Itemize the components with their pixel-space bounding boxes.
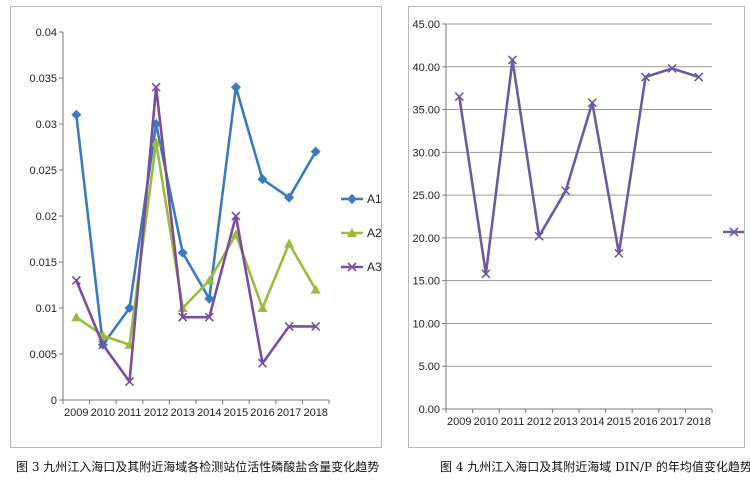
phosphate-y-tick-label: 0 [51, 395, 57, 407]
phosphate-data-point-A1 [257, 174, 268, 185]
phosphate-data-point-A2 [257, 303, 268, 312]
phosphate-line-chart: 0 0.005 0.01 0.015 0.02 0.025 0.03 0.035 0.04 200… [29, 27, 381, 419]
phosphate-legend-label: A1 [367, 192, 381, 206]
phosphate-x-tick-label: 2017 [277, 407, 301, 419]
dinp-data-point-D [534, 231, 544, 241]
dinp-y-tick-label: 20.00 [412, 233, 440, 245]
phosphate-data-point-A1 [204, 293, 215, 304]
dinp-x-tick-label: 2009 [447, 416, 471, 428]
phosphate-data-point-A1 [284, 192, 295, 203]
phosphate-legend-marker [347, 228, 357, 237]
dinp-data-point-D [561, 186, 571, 196]
phosphate-x-tick-label: 2015 [224, 407, 248, 419]
phosphate-x-tick-label: 2009 [64, 407, 88, 419]
phosphate-y-tick-label: 0.035 [29, 73, 57, 85]
phosphate-series-line-A2 [75, 141, 317, 347]
phosphate-data-point-A2 [310, 284, 321, 294]
dinp-data-point-D [640, 72, 651, 82]
phosphate-data-point-A1 [230, 82, 241, 93]
dinp-y-tick-label: 15.00 [412, 276, 440, 288]
phosphate-x-tick-label: 2010 [91, 407, 115, 419]
phosphate-series-line-A3 [75, 85, 316, 383]
phosphate-data-point-A1 [177, 247, 188, 258]
dinp-y-tick-label: 30.00 [412, 147, 440, 159]
phosphate-y-tick-label: 0.02 [36, 211, 57, 223]
figure-4-caption: 图 4 九州江入海口及其附近海域 DIN/P 的年均值变化趋势 [440, 460, 750, 474]
dinp-x-tick-label: 2015 [607, 416, 631, 428]
dinp-y-tick-label: 35.00 [412, 105, 440, 117]
dinp-data-point-D [454, 92, 464, 102]
phosphate-legend-label: A2 [367, 226, 381, 240]
dinp-x-tick-label: 2014 [580, 416, 604, 428]
phosphate-data-point-A3 [284, 321, 294, 331]
phosphate-y-tick-label: 0.03 [36, 119, 57, 131]
phosphate-x-tick-label: 2016 [250, 407, 274, 419]
chart-panel-phosphate: 0 0.005 0.01 0.015 0.02 0.025 0.03 0.035 0.04 200… [10, 6, 382, 448]
dinp-x-tick-label: 2012 [527, 416, 551, 428]
phosphate-legend-label: A3 [367, 260, 381, 274]
din-p-line-chart: 0.00 5.00 10.00 15.00 20.00 25.00 30.00 35.00 40… [412, 19, 744, 428]
dinp-x-tick-label: 2017 [660, 416, 684, 428]
phosphate-data-point-A2 [71, 312, 82, 322]
phosphate-x-tick-label: 2018 [303, 407, 327, 419]
dinp-legend-marker [729, 227, 739, 237]
phosphate-data-point-A3 [311, 321, 321, 331]
dinp-x-tick-label: 2018 [686, 416, 710, 428]
phosphate-data-point-A3 [257, 358, 268, 368]
dinp-data-point-D [667, 63, 677, 74]
phosphate-data-point-A3 [204, 312, 214, 322]
phosphate-data-point-A2 [284, 238, 295, 248]
dinp-x-tick-label: 2010 [474, 416, 498, 428]
dinp-y-tick-label: 45.00 [412, 19, 440, 31]
phosphate-legend-marker [347, 262, 357, 272]
chart-panel-din-p: 0.00 5.00 10.00 15.00 20.00 25.00 30.00 35.00 40… [408, 6, 745, 448]
dinp-y-tick-label: 40.00 [412, 62, 440, 74]
phosphate-y-tick-label: 0.005 [29, 349, 57, 361]
dinp-data-point-D [587, 98, 597, 108]
dinp-data-point-D [507, 55, 518, 65]
dinp-x-tick-label: 2016 [633, 416, 657, 428]
phosphate-y-tick-label: 0.025 [29, 165, 57, 177]
phosphate-data-point-A3 [231, 211, 241, 221]
phosphate-data-point-A3 [71, 275, 81, 285]
phosphate-data-point-A3 [98, 340, 108, 350]
phosphate-data-point-A1 [310, 146, 321, 157]
phosphate-x-tick-label: 2012 [144, 407, 168, 419]
dinp-data-point-D [481, 269, 491, 279]
phosphate-data-point-A1 [124, 303, 135, 313]
phosphate-series-line-A1 [75, 85, 317, 347]
phosphate-x-tick-label: 2011 [118, 407, 142, 419]
dinp-series-line-D [458, 58, 700, 276]
dinp-data-point-D [614, 248, 624, 258]
phosphate-x-tick-label: 2014 [197, 407, 221, 419]
phosphate-y-tick-label: 0.04 [36, 27, 57, 39]
dinp-y-tick-label: 0.00 [419, 404, 440, 416]
phosphate-y-tick-label: 0.015 [29, 257, 57, 269]
dinp-y-tick-label: 10.00 [412, 318, 440, 330]
phosphate-x-tick-label: 2013 [170, 407, 194, 419]
dinp-y-tick-label: 25.00 [412, 190, 440, 202]
phosphate-data-point-A3 [178, 312, 188, 322]
phosphate-data-point-A3 [151, 82, 161, 92]
figure-3-caption: 图 3 九州江入海口及其附近海域各检测站位活性磷酸盐含量变化趋势 [16, 460, 380, 474]
phosphate-data-point-A2 [204, 275, 215, 285]
phosphate-data-point-A2 [151, 137, 162, 147]
phosphate-legend-marker [347, 194, 357, 204]
phosphate-data-point-A3 [124, 377, 135, 387]
dinp-data-point-D [694, 72, 704, 82]
dinp-x-tick-label: 2011 [501, 416, 525, 428]
dinp-x-tick-label: 2013 [553, 416, 577, 428]
phosphate-y-tick-label: 0.01 [36, 303, 57, 315]
phosphate-data-point-A1 [71, 109, 82, 120]
dinp-y-tick-label: 5.00 [419, 361, 440, 373]
